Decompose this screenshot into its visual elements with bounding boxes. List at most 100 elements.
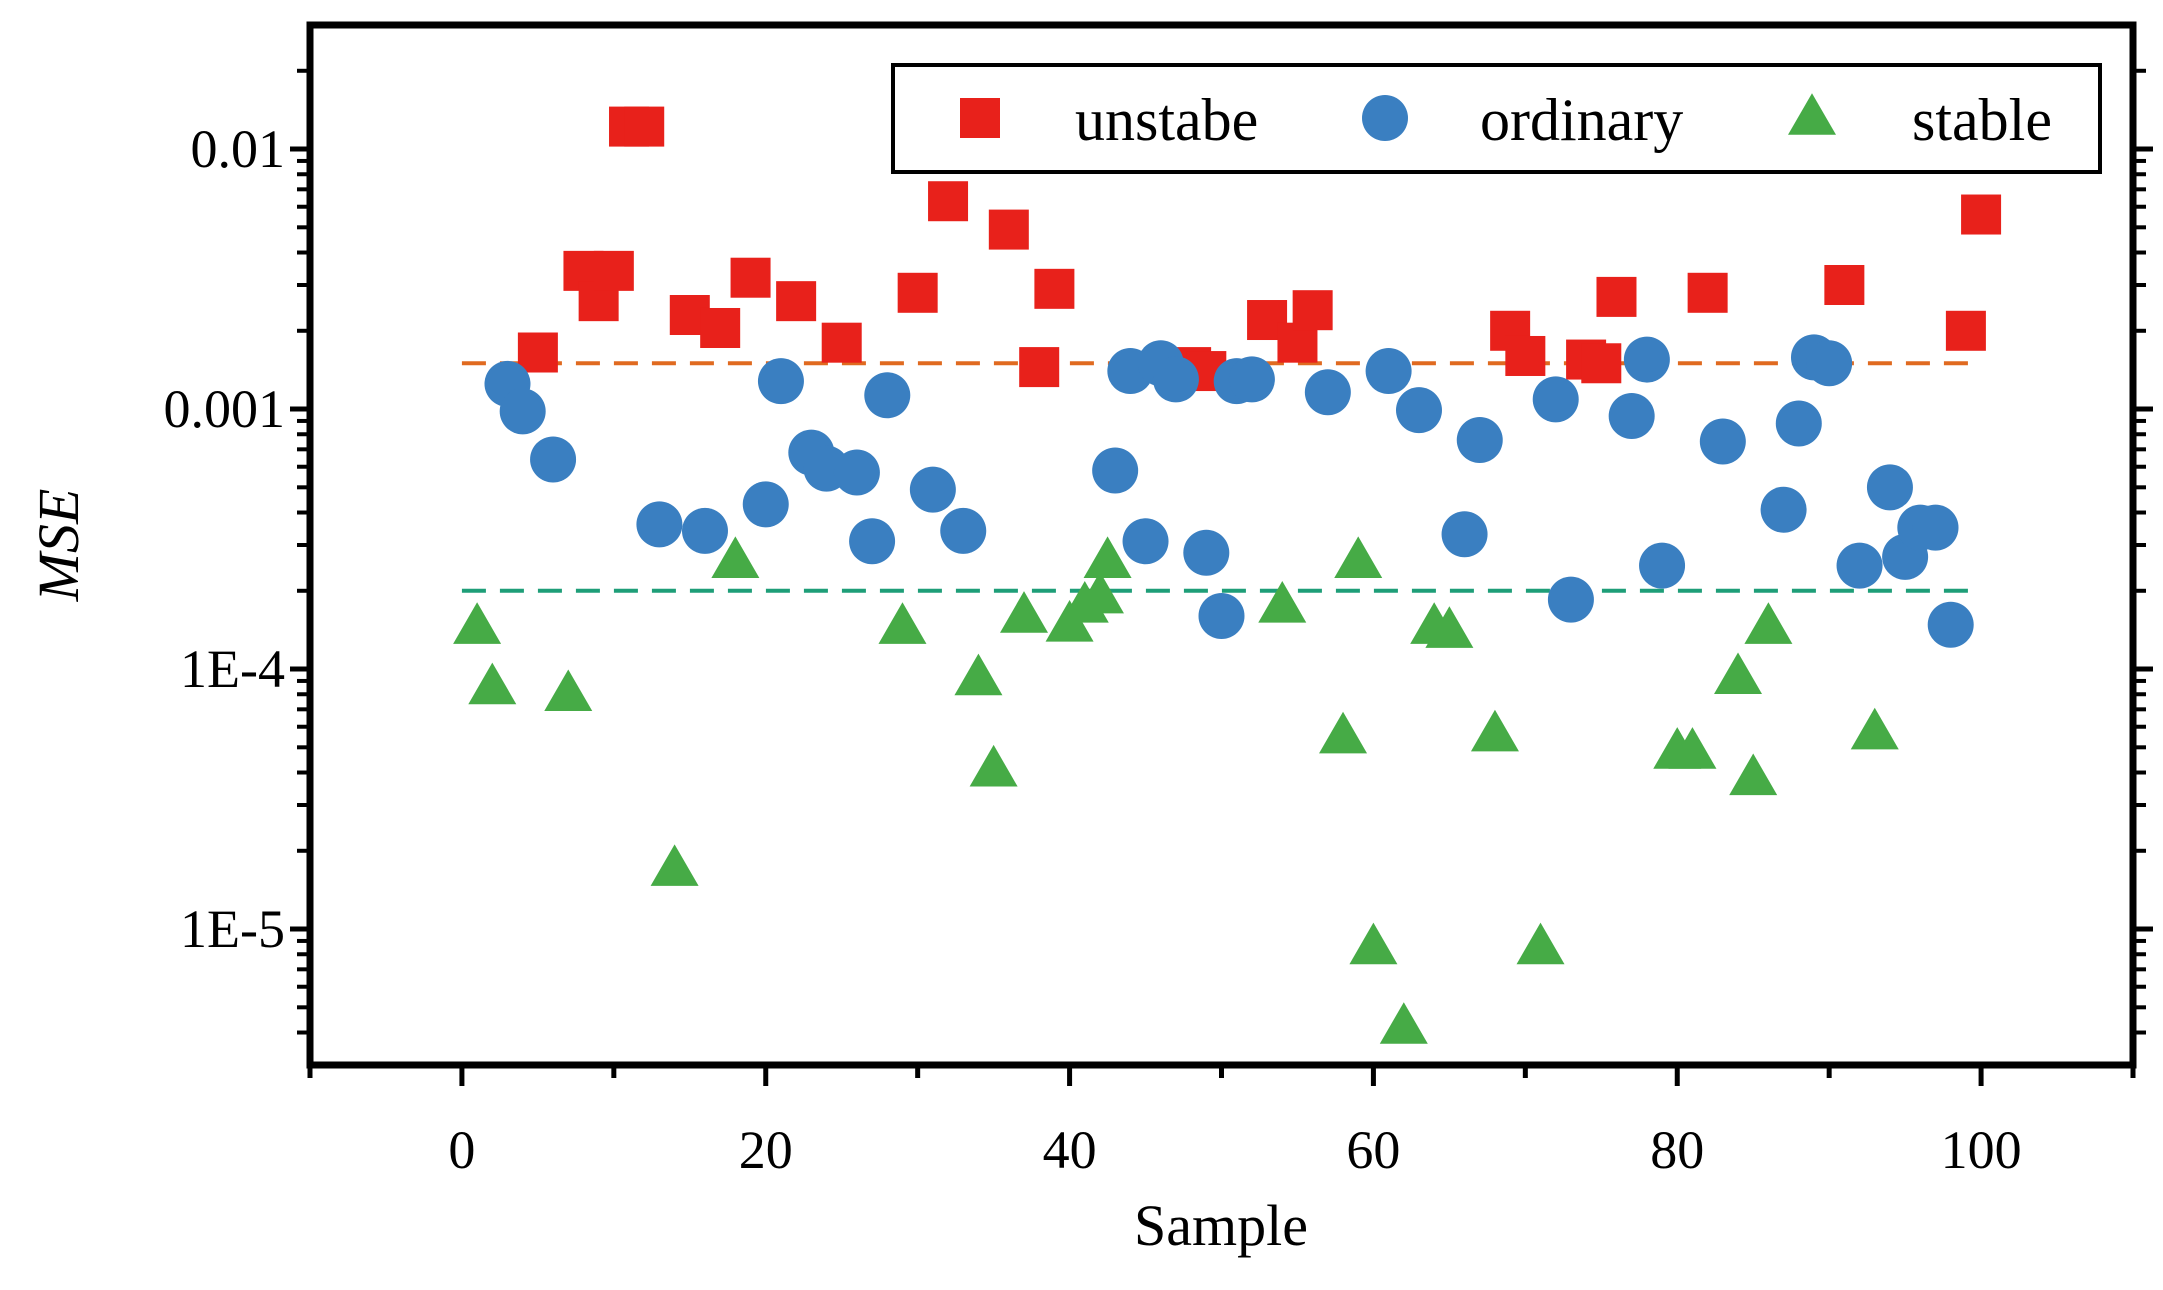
ordinary-point [849, 518, 896, 565]
legend-marker-stable [1788, 93, 1836, 135]
legend: unstabe ordinary stable [891, 63, 2102, 174]
stable-point [544, 669, 593, 712]
stable-point [1470, 709, 1519, 752]
y-axis: 1E-5 1E-4 0.001 0.01 [164, 68, 2153, 1035]
ordinary-point [1836, 542, 1883, 589]
ordinary-point [864, 372, 911, 419]
unstabe-point [1034, 268, 1075, 309]
series-unstabe [517, 106, 2002, 392]
stable-point [1668, 727, 1717, 769]
ordinary-point [1912, 504, 1959, 551]
unstabe-point [1019, 347, 1060, 388]
y-tick-label: 1E-5 [180, 899, 285, 959]
unstabe-point [1581, 343, 1622, 384]
ordinary-point [530, 436, 577, 483]
ordinary-point [1198, 592, 1245, 639]
ordinary-point [1699, 418, 1746, 465]
x-axis: 0 20 40 60 80 100 [307, 1068, 2136, 1180]
plot-frame [306, 21, 2137, 1069]
unstabe-point [928, 181, 969, 222]
ordinary-point [1183, 529, 1230, 576]
ordinary-point [1866, 464, 1913, 511]
ordinary-point [1547, 576, 1594, 623]
stable-point [1516, 922, 1565, 965]
unstabe-point [730, 257, 771, 298]
unstabe-point [1945, 310, 1986, 351]
x-tick-label: 60 [1346, 1120, 1400, 1180]
stable-point [1714, 652, 1763, 695]
legend-label-unstabe: unstabe [1075, 87, 1258, 153]
ordinary-point [909, 466, 956, 513]
stable-point [969, 744, 1018, 787]
x-axis-title: Sample [1134, 1193, 1308, 1258]
stable-point [1379, 1002, 1428, 1044]
ordinary-point [1152, 356, 1199, 403]
ordinary-point [1304, 369, 1351, 416]
unstabe-point [1961, 194, 2002, 235]
stable-point [1083, 536, 1132, 578]
stable-point [1000, 591, 1049, 633]
unstabe-point [821, 322, 862, 363]
x-tick-label: 40 [1043, 1120, 1097, 1180]
ordinary-point [940, 507, 987, 554]
legend-frame [891, 63, 2102, 174]
series-ordinary [484, 334, 1974, 648]
ordinary-point [757, 358, 804, 405]
unstabe-point [593, 250, 634, 291]
ordinary-point [1927, 601, 1974, 648]
ordinary-point [1456, 417, 1503, 464]
unstabe-point [988, 209, 1029, 250]
stable-point [1850, 707, 1899, 750]
x-tick-label: 0 [448, 1120, 475, 1180]
ordinary-point [499, 388, 546, 435]
stable-point [1729, 753, 1778, 796]
y-tick-label: 1E-4 [180, 639, 285, 699]
stable-point [650, 844, 699, 886]
ordinary-point [1092, 447, 1139, 494]
ordinary-point [1532, 376, 1579, 423]
x-tick-label: 80 [1650, 1120, 1704, 1180]
unstabe-point [1292, 290, 1333, 331]
stable-point [1075, 571, 1124, 614]
unstabe-point [1505, 335, 1546, 376]
ordinary-point [1228, 356, 1275, 403]
ordinary-point [636, 501, 683, 548]
stable-point [878, 602, 927, 644]
stable-point [1258, 581, 1307, 623]
unstabe-point [1596, 276, 1637, 317]
stable-point [1349, 922, 1398, 965]
ordinary-point [833, 449, 880, 496]
ordinary-point [1806, 340, 1853, 387]
stable-point [453, 602, 502, 644]
ordinary-point [1395, 387, 1442, 434]
x-tick-label: 100 [1941, 1120, 2022, 1180]
ordinary-point [681, 507, 728, 554]
data-points [453, 106, 2002, 1044]
y-tick-label: 0.01 [191, 119, 286, 179]
stable-point [1744, 602, 1793, 644]
ordinary-point [1775, 400, 1822, 447]
stable-point [1425, 606, 1474, 648]
unstabe-point [1824, 265, 1865, 305]
legend-marker-ordinary [1362, 95, 1408, 141]
stable-point [954, 653, 1003, 696]
unstabe-point [897, 272, 938, 313]
unstabe-point [1687, 272, 1728, 313]
unstabe-point [776, 281, 817, 322]
stable-point [1334, 536, 1383, 578]
ordinary-point [1365, 348, 1412, 395]
stable-point [468, 662, 517, 705]
unstabe-point [517, 332, 558, 373]
ordinary-point [742, 481, 789, 528]
legend-marker-unstabe [960, 98, 1000, 138]
stable-point [1319, 711, 1368, 754]
series-stable [453, 536, 1899, 1044]
ordinary-point [1760, 486, 1807, 533]
ordinary-point [1639, 542, 1686, 589]
unstabe-point [624, 106, 665, 147]
ordinary-point [1623, 336, 1670, 383]
unstabe-point [700, 307, 741, 348]
ordinary-point [1441, 511, 1488, 558]
x-tick-label: 20 [739, 1120, 793, 1180]
